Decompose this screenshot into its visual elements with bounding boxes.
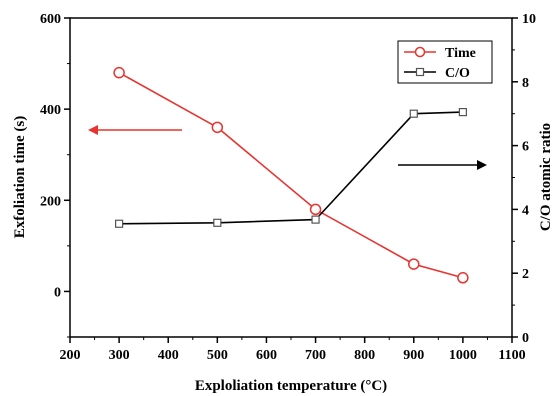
co-data-point	[213, 218, 222, 227]
x-tick-label: 200	[60, 348, 81, 363]
time-data-point	[211, 121, 224, 134]
x-tick-label: 300	[109, 348, 130, 363]
x-tick-label: 400	[158, 348, 179, 363]
time-data-point	[457, 272, 469, 284]
y-right-axis-title: C/O atomic ratio	[538, 123, 554, 231]
legend: Time C/O	[397, 40, 493, 84]
time-data-point	[408, 258, 420, 270]
y-right-tick-label: 6	[522, 140, 529, 155]
x-tick-label: 600	[256, 348, 277, 363]
legend-co-label: C/O	[445, 66, 470, 81]
x-tick-label: 700	[305, 348, 326, 363]
time-axis-arrow	[88, 125, 182, 135]
y-right-tick-label: 2	[522, 267, 529, 282]
x-axis-title: Exploliation temperature (°C)	[195, 378, 387, 394]
co-data-point	[311, 215, 320, 224]
y-left-axis-title: Exfoliation time (s)	[12, 116, 28, 238]
time-data-point	[309, 203, 322, 216]
y-right-tick-label: 4	[522, 203, 529, 218]
co-data-point	[409, 109, 418, 118]
x-tick-label: 500	[207, 348, 228, 363]
time-data-point	[113, 66, 125, 79]
time-series-line	[118, 71, 464, 279]
legend-co-marker	[415, 67, 425, 77]
y-left-tick-label: 400	[40, 103, 61, 118]
y-left-tick-label: 200	[40, 194, 61, 209]
co-data-point	[115, 219, 124, 228]
x-tick-label: 800	[354, 348, 375, 363]
y-right-tick-label: 10	[522, 12, 536, 27]
x-tick-label: 900	[403, 348, 424, 363]
co-series-line	[119, 111, 463, 225]
x-tick-label: 1100	[498, 348, 525, 363]
y-left-tick-label: 0	[54, 285, 61, 300]
y-left-tick-label: 600	[40, 12, 61, 27]
x-tick-label: 1000	[449, 348, 477, 363]
legend-time-marker	[414, 46, 426, 58]
legend-box	[397, 40, 493, 84]
co-axis-arrow	[398, 160, 487, 170]
y-right-tick-label: 0	[522, 331, 529, 346]
co-data-point	[458, 108, 467, 117]
y-right-tick-label: 8	[522, 76, 529, 91]
legend-time-label: Time	[445, 46, 476, 61]
